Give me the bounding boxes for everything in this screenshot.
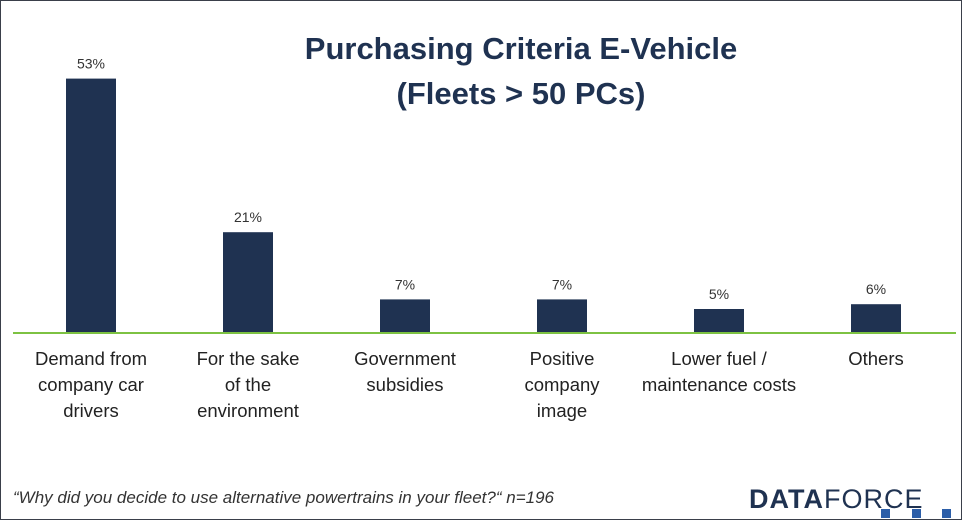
category-label-line: drivers	[63, 400, 119, 421]
category-label-line: subsidies	[366, 374, 444, 395]
category-label: Positive company image	[484, 346, 640, 424]
logo-square	[912, 509, 921, 518]
category-label-line: maintenance costs	[641, 374, 797, 395]
category-label: Demand from company car drivers	[13, 346, 169, 424]
logo-light: FORCE	[823, 484, 924, 514]
data-label: 7%	[552, 276, 572, 292]
category-label-line: Government	[354, 348, 456, 369]
dataforce-logo: DATAFORCE	[749, 484, 923, 515]
category-label-line: Demand from	[34, 348, 148, 369]
chart-title-line1: Purchasing Criteria E-Vehicle	[304, 31, 738, 66]
data-label: 6%	[866, 281, 886, 297]
bar	[223, 232, 273, 333]
footnote: “Why did you decide to use alternative p…	[13, 488, 554, 507]
bar	[380, 299, 430, 333]
bar	[66, 78, 116, 333]
category-label-line: image	[536, 400, 588, 421]
chart-title-line2: (Fleets > 50 PCs)	[396, 76, 646, 111]
logo-bold: DATA	[749, 484, 824, 514]
logo-square	[942, 509, 951, 518]
category-label: For the sake of the environment	[170, 346, 326, 424]
category-label-line: For the sake	[196, 348, 300, 369]
category-label-line: of the	[224, 374, 272, 395]
category-label: Others	[798, 346, 954, 372]
category-label: Lower fuel / maintenance costs	[641, 346, 797, 398]
bar	[851, 304, 901, 333]
category-label: Government subsidies	[327, 346, 483, 398]
data-label: 5%	[709, 286, 729, 302]
category-label-line: Others	[848, 348, 904, 369]
data-label: 53%	[77, 56, 105, 72]
bar	[537, 299, 587, 333]
data-label: 21%	[234, 209, 262, 225]
category-label-line: company car	[38, 374, 144, 395]
category-label-line: Positive	[529, 348, 595, 369]
logo-square	[881, 509, 890, 518]
bar	[694, 309, 744, 333]
data-label: 7%	[395, 276, 415, 292]
category-label-line: environment	[197, 400, 299, 421]
category-label-line: Lower fuel /	[671, 348, 767, 369]
category-label-line: company	[524, 374, 600, 395]
